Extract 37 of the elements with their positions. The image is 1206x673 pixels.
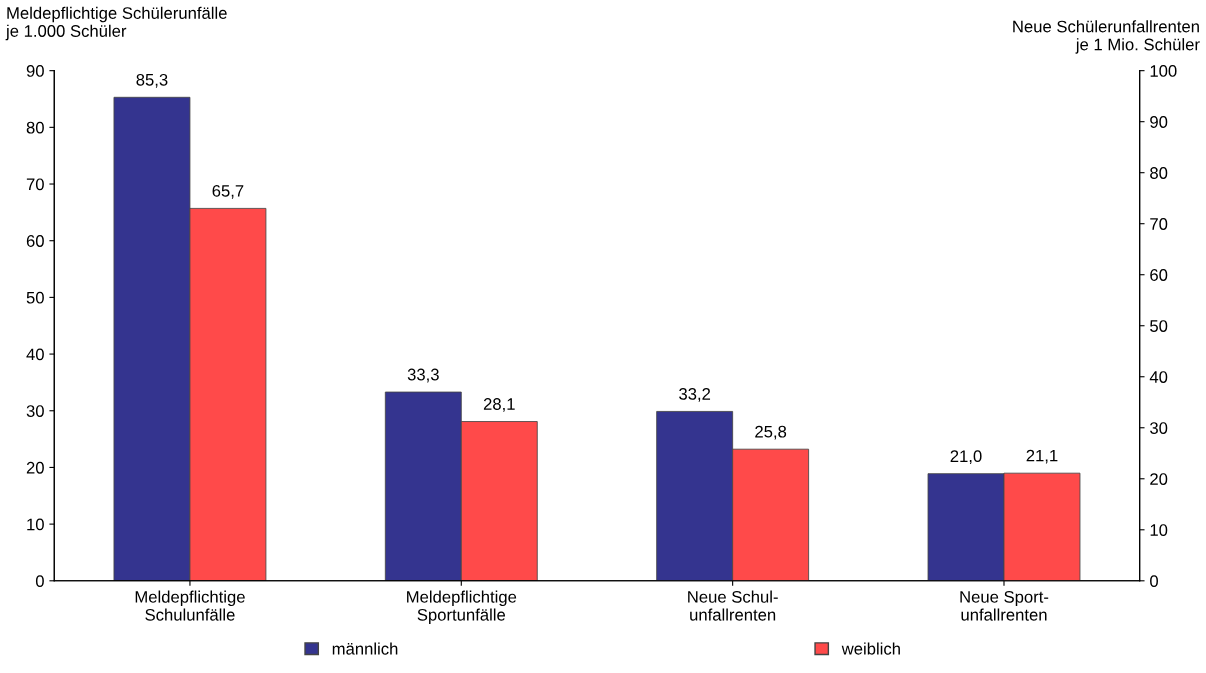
data-label: 25,8 [755, 425, 787, 440]
y2-tick-label: 40 [1149, 371, 1168, 383]
data-label: 65,7 [212, 184, 244, 199]
data-label: 28,1 [483, 398, 515, 412]
data-label: 33,2 [679, 388, 711, 402]
data-label: 21,0 [950, 450, 982, 465]
y2-tick-label: 60 [1150, 269, 1168, 281]
y2-tick-label: 10 [1150, 524, 1168, 536]
y2-tick-label: 50 [1150, 320, 1168, 332]
y2-tick-label: 80 [1150, 167, 1168, 179]
y2-tick-label: 100 [1150, 65, 1177, 77]
y2-tick-label: 90 [1150, 116, 1168, 128]
y2-tick-label: 30 [1150, 422, 1168, 434]
y2-tick-label: 70 [1150, 218, 1168, 230]
y-tick-label: 40 [26, 348, 44, 361]
y-tick-label: 60 [26, 235, 44, 247]
legend-label: männlich [332, 642, 398, 655]
data-label: 85,3 [136, 73, 168, 88]
x-tick-label: Meldepflichtige Sportunfälle [407, 590, 517, 625]
x-tick-label: Neue Schul- unfallrenten [688, 590, 778, 621]
legend-label: weiblich [841, 642, 900, 655]
data-label: 33,3 [407, 368, 439, 383]
y2-axis-title: Neue Schülerunfallrenten je 1 Mio. Schüler [1013, 20, 1200, 54]
y-tick-label: 0 [35, 575, 44, 587]
y-tick-label: 20 [26, 461, 44, 474]
y-tick-label: 80 [26, 121, 44, 134]
y-tick-label: 90 [26, 65, 44, 77]
y-axis-title: Meldepflichtige Schülerunfälle je 1.000 Schüler [5, 6, 227, 41]
x-tick-label: Neue Sport- unfallrenten [960, 590, 1049, 621]
y-tick-label: 50 [26, 291, 44, 304]
y2-tick-label: 20 [1150, 473, 1168, 485]
data-label: 21,1 [1026, 449, 1058, 464]
y-tick-label: 10 [27, 518, 44, 531]
y-tick-label: 30 [26, 405, 44, 417]
y-tick-label: 70 [26, 178, 44, 191]
x-tick-label: Meldepflichtige Schulunfälle [135, 590, 245, 621]
y2-tick-label: 0 [1150, 575, 1159, 587]
